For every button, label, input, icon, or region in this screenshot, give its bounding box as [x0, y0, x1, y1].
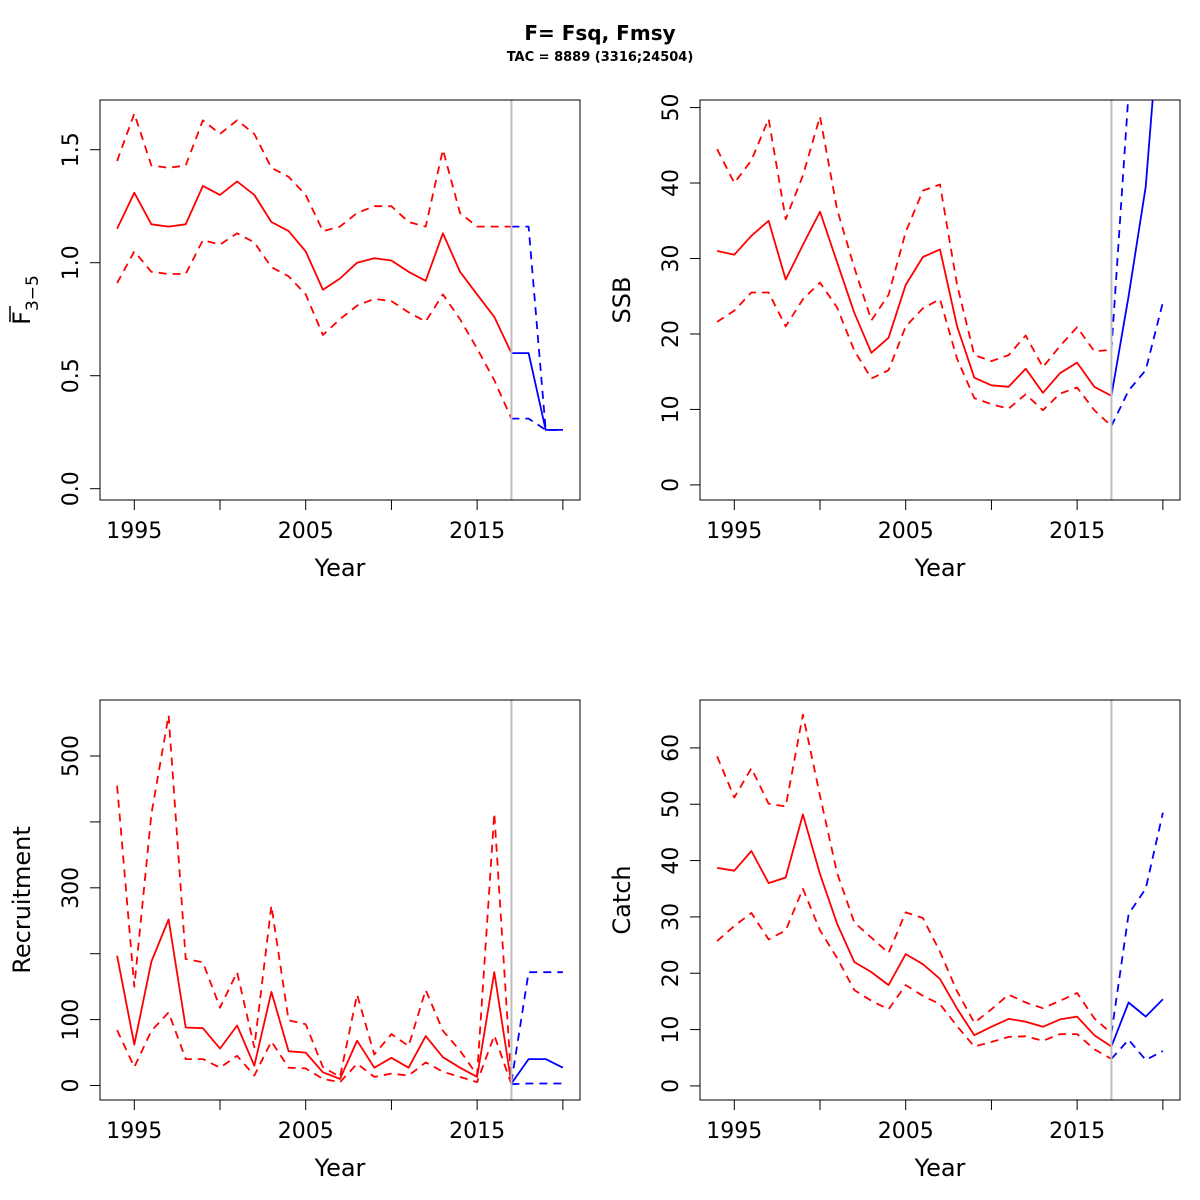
plot-frame — [699, 699, 1181, 1101]
forecast-upper-line — [511, 225, 563, 431]
figure-subtitle: TAC = 8889 (3316;24504) — [507, 50, 694, 65]
forecast-median-line — [511, 352, 563, 431]
y-axis-label: F3−5 — [8, 275, 43, 325]
forecast-lower-line — [1110, 1038, 1164, 1061]
historic-upper-line — [116, 112, 512, 233]
y-tick-label: 0.5 — [59, 358, 84, 393]
y-tick-label: 40 — [659, 847, 684, 875]
y-tick-label: 500 — [59, 735, 84, 777]
historic-lower-line — [116, 1011, 513, 1085]
historic-lower-line — [116, 232, 513, 419]
x-axis-label: Year — [914, 554, 966, 582]
y-axis-label: Recruitment — [8, 826, 36, 973]
plot-area — [116, 714, 564, 1086]
panel-bottom-left: 1995 2005 2015 0 100 300 500 Year Recruitment — [8, 699, 581, 1182]
plot-area — [716, 713, 1164, 1061]
x-tick-label: 2015 — [1049, 1119, 1105, 1144]
x-tick-label: 1995 — [706, 519, 762, 544]
historic-upper-line — [116, 714, 513, 1083]
plot-area — [116, 112, 563, 431]
x-tick-label: 1995 — [106, 1119, 162, 1144]
plot-frame — [99, 99, 581, 501]
y-axis-label-subscript: 3−5 — [23, 275, 43, 311]
figure-title: F= Fsq, Fmsy — [524, 21, 675, 45]
y-tick-label: 300 — [59, 867, 84, 909]
y-tick-label: 1.0 — [59, 245, 84, 280]
forecast-median-line — [510, 1058, 564, 1085]
x-axis-label: Year — [314, 1154, 366, 1182]
x-tick-label: 2015 — [449, 519, 505, 544]
forecast-upper-line — [1110, 100, 1130, 350]
y-tick-label: 10 — [659, 395, 684, 423]
y-tick-label: 0.0 — [59, 471, 84, 506]
y-tick-label: 100 — [59, 999, 84, 1041]
historic-median-line — [716, 813, 1112, 1048]
plot-frame — [699, 99, 1181, 501]
y-tick-label: 0 — [59, 1079, 84, 1093]
x-tick-label: 2005 — [878, 1119, 934, 1144]
historic-median-line — [116, 918, 513, 1084]
historic-lower-line — [716, 281, 1113, 427]
y-tick-label: 50 — [659, 94, 684, 122]
y-tick-label: 40 — [659, 169, 684, 197]
forecast-lower-line — [511, 1082, 563, 1086]
x-axis-label: Year — [914, 1154, 966, 1182]
forecast-median-line — [1110, 100, 1154, 396]
historic-upper-line — [716, 115, 1112, 369]
panel-top-right: 1995 2005 2015 0 10 20 30 40 50 Year SSB — [608, 94, 1181, 582]
plot-area — [716, 100, 1164, 427]
forecast-lower-line — [1110, 302, 1164, 427]
y-tick-label: 60 — [659, 734, 684, 762]
x-tick-label: 2005 — [878, 519, 934, 544]
x-tick-label: 1995 — [706, 1119, 762, 1144]
x-axis-label: Year — [314, 554, 366, 582]
y-tick-label: 50 — [659, 790, 684, 818]
x-tick-label: 1995 — [106, 519, 162, 544]
x-tick-label: 2015 — [1049, 519, 1105, 544]
x-tick-label: 2015 — [449, 1119, 505, 1144]
forecast-upper-line — [1110, 812, 1164, 1034]
y-tick-label: 30 — [659, 903, 684, 931]
panel-top-left: 1995 2005 2015 0.0 0.5 1.0 1.5 Year F3−5 — [8, 99, 581, 582]
historic-lower-line — [716, 887, 1112, 1060]
panel-bottom-right: 1995 2005 2015 0 10 20 30 40 50 60 Year Catch — [608, 699, 1181, 1182]
x-tick-label: 2005 — [278, 519, 334, 544]
historic-median-line — [716, 210, 1112, 397]
y-tick-label: 1.5 — [59, 132, 84, 167]
y-tick-label: 10 — [659, 1016, 684, 1044]
y-axis-label: SSB — [608, 277, 636, 324]
y-tick-label: 0 — [659, 478, 684, 492]
x-tick-label: 2005 — [278, 1119, 334, 1144]
historic-median-line — [116, 180, 513, 354]
forecast-upper-line — [510, 971, 563, 1083]
plot-frame — [99, 699, 581, 1101]
historic-upper-line — [716, 713, 1112, 1035]
forecast-lower-line — [511, 417, 563, 431]
y-tick-label: 30 — [659, 244, 684, 272]
y-tick-label: 20 — [659, 320, 684, 348]
forecast-median-line — [1110, 998, 1164, 1047]
y-axis-label: Catch — [608, 865, 636, 934]
y-tick-label: 20 — [659, 959, 684, 987]
y-tick-label: 0 — [659, 1079, 684, 1093]
